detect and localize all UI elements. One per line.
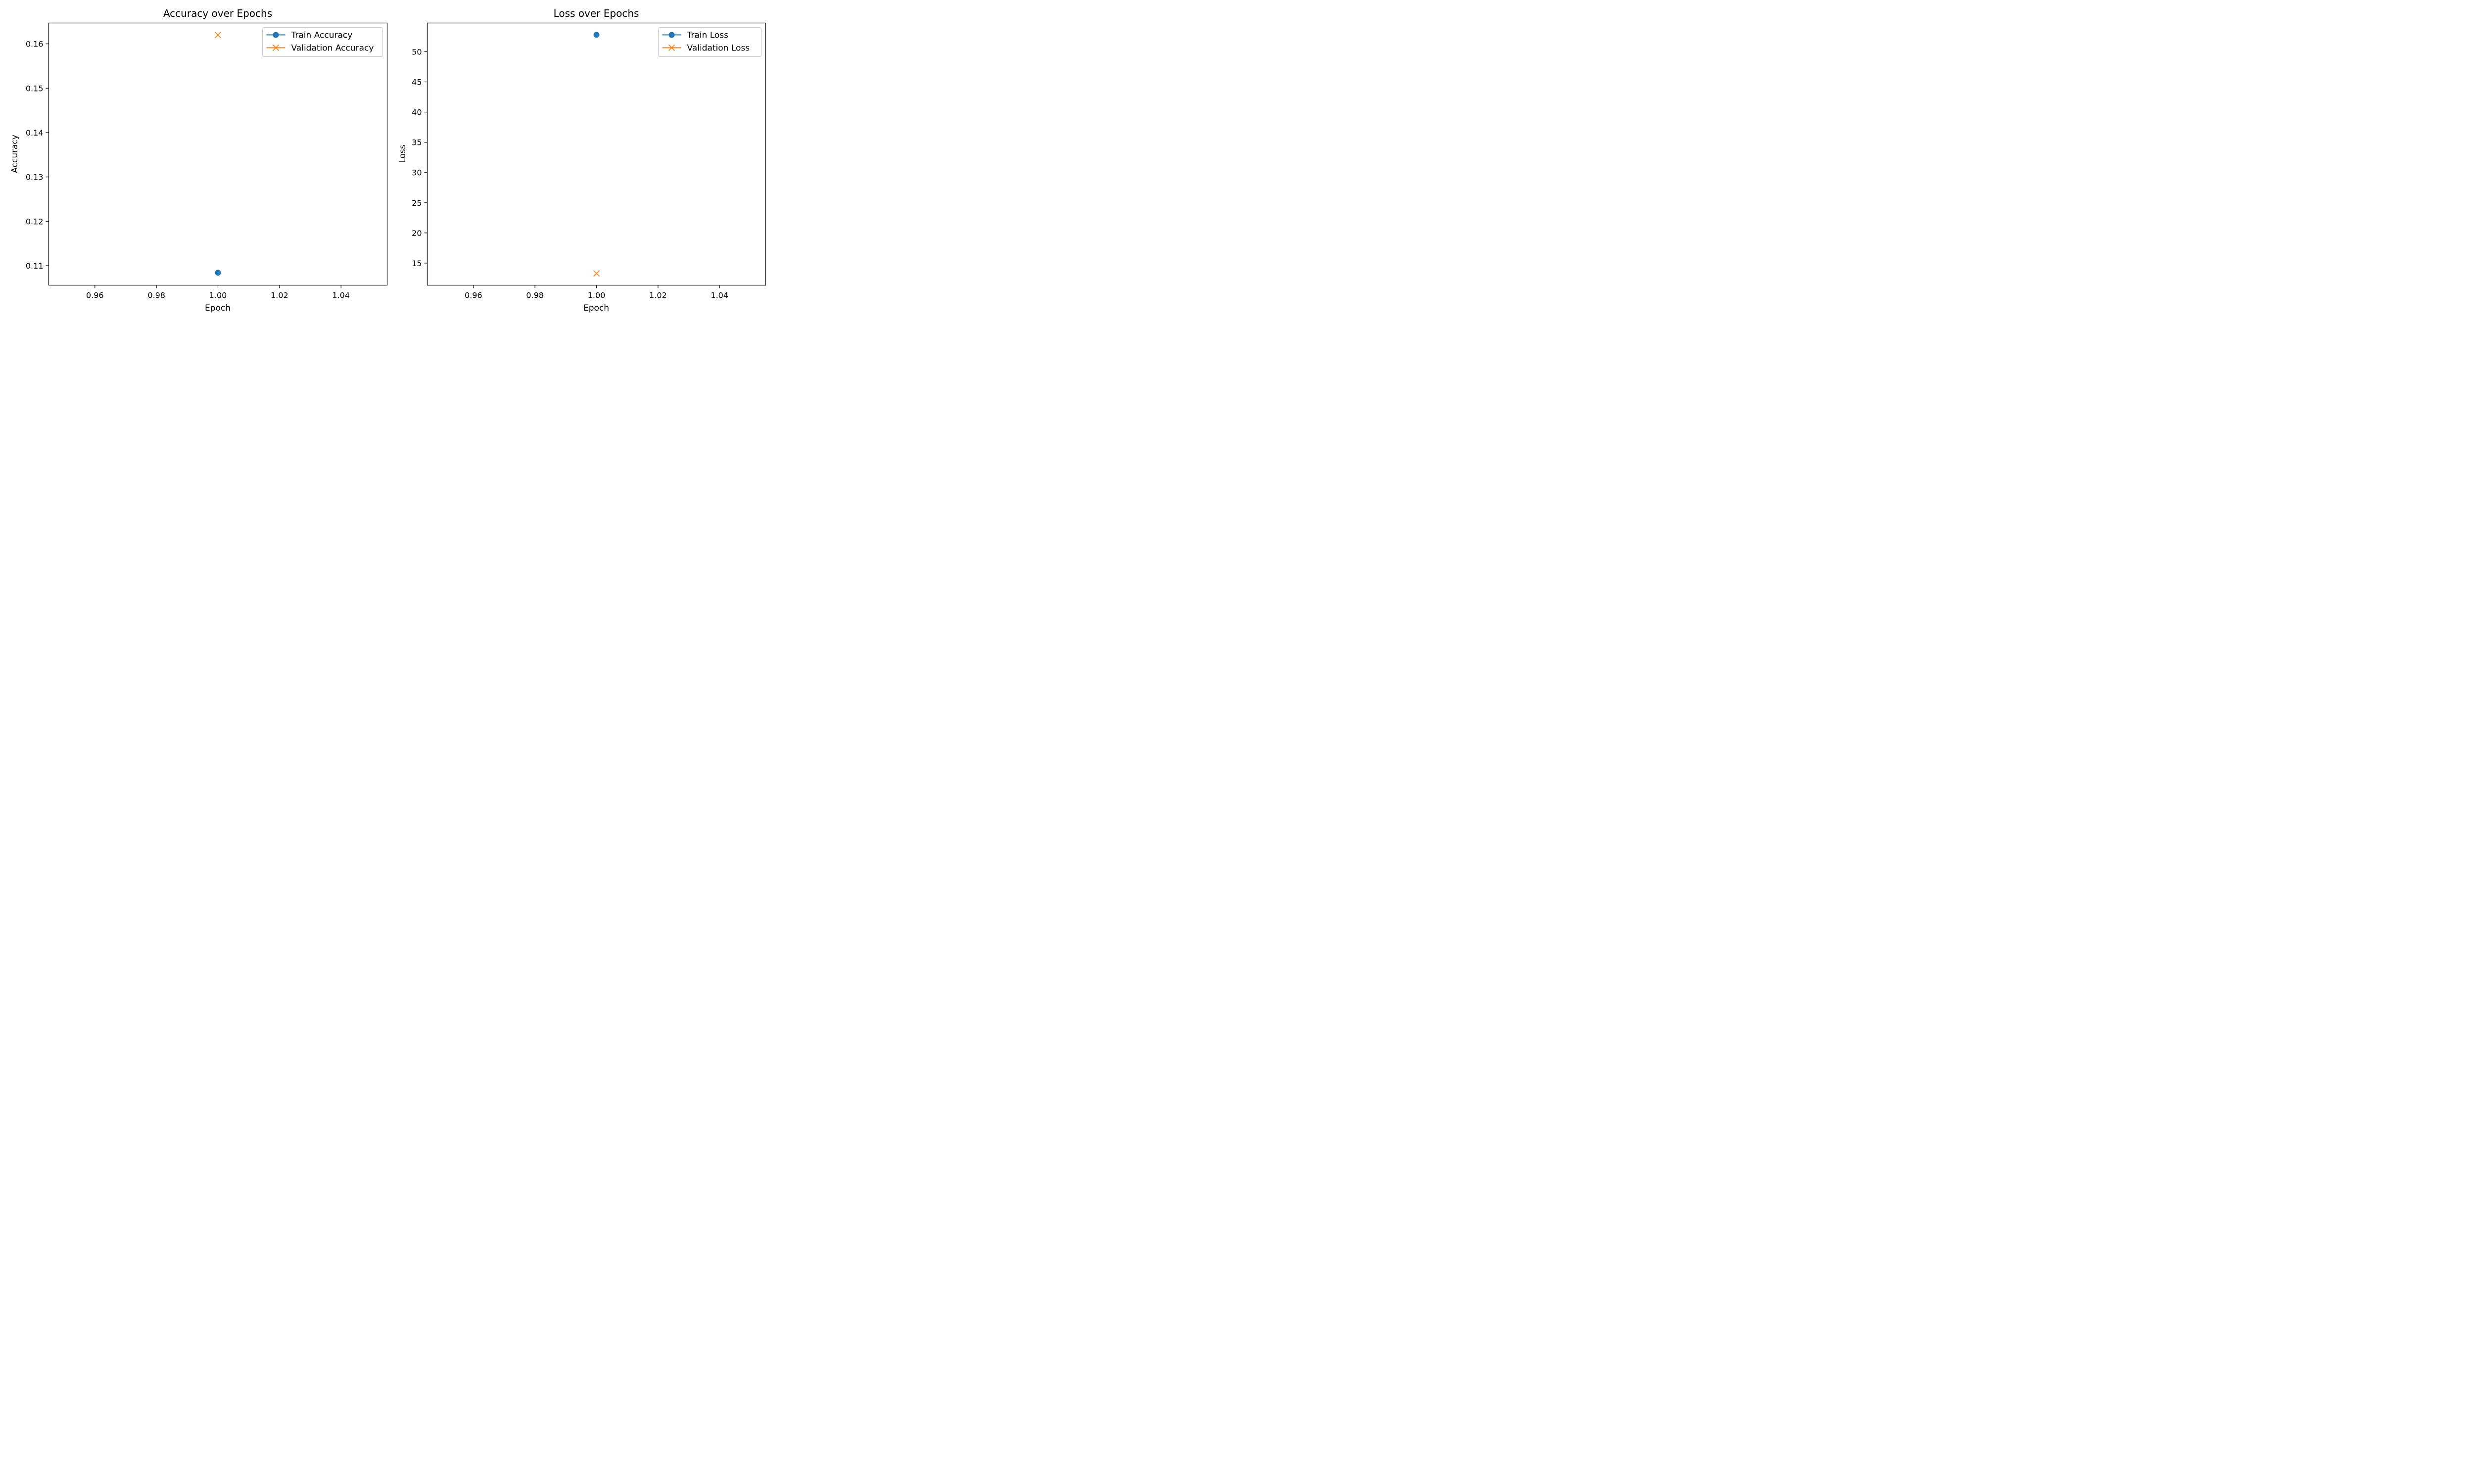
accuracy-x-axis-label: Epoch [205,303,231,313]
loss-x-tick-label: 0.96 [465,291,482,300]
loss-x-tick-label: 1.02 [649,291,667,300]
accuracy-chart: Accuracy over Epochs Epoch Accuracy 0.96… [10,7,388,313]
loss-y-tick-label: 45 [412,78,422,87]
loss-chart-title: Loss over Epochs [554,7,639,19]
accuracy-chart-title: Accuracy over Epochs [163,7,272,19]
loss-plot-frame [427,22,766,286]
loss-legend-label: Train Loss [687,31,729,41]
loss-y-axis-label: Loss [398,144,408,163]
accuracy-x-tick-label: 1.02 [271,291,288,300]
loss-y-tick-label: 15 [412,259,422,268]
accuracy-y-tick-label: 0.12 [26,217,44,226]
loss-legend-label: Validation Loss [687,44,750,53]
loss-legend-marker [668,44,675,51]
accuracy-legend-marker [272,44,280,51]
accuracy-x-tick-label: 0.98 [147,291,165,300]
accuracy-train-point [215,270,221,276]
loss-train-point [593,32,600,38]
loss-legend-box [658,27,761,57]
loss-y-tick-label: 35 [412,138,422,147]
loss-legend: Train Loss Validation Loss [658,27,761,57]
loss-y-tick-label: 50 [412,47,422,57]
loss-y-tick-label: 20 [412,229,422,238]
loss-x-axis-label: Epoch [583,303,609,313]
accuracy-y-axis-label: Accuracy [10,135,20,173]
loss-marks: 0.96 0.98 1.00 1.02 1.04 15 20 25 30 35 40 45 50 [412,32,728,300]
accuracy-y-tick-label: 0.16 [26,40,44,49]
accuracy-legend-marker [273,32,279,38]
accuracy-legend-label: Train Accuracy [291,31,353,41]
accuracy-plot-frame [48,22,388,286]
loss-legend-marker [668,32,675,38]
accuracy-x-tick-label: 1.04 [332,291,350,300]
accuracy-legend: Train Accuracy Validation Accuracy [262,27,383,57]
loss-y-tick-label: 30 [412,168,422,178]
loss-chart: Loss over Epochs Epoch Loss 0.96 0.98 1.00… [398,7,766,313]
loss-x-tick-label: 1.00 [588,291,606,300]
accuracy-y-tick-label: 0.11 [26,261,44,271]
accuracy-x-tick-label: 1.00 [209,291,227,300]
figure: Accuracy over Epochs Epoch Accuracy 0.96… [0,0,776,323]
figure-background [0,0,776,323]
loss-y-tick-label: 25 [412,198,422,208]
accuracy-legend-box [262,27,383,57]
loss-validation-point [593,270,600,277]
accuracy-y-tick-label: 0.13 [26,173,44,182]
accuracy-y-tick-label: 0.15 [26,84,44,93]
loss-x-tick-label: 0.98 [526,291,544,300]
accuracy-x-tick-label: 0.96 [86,291,104,300]
loss-x-tick-label: 1.04 [711,291,728,300]
accuracy-marks: 0.96 0.98 1.00 1.02 1.04 0.11 0.12 0.13 0.14 0.15… [26,32,350,300]
accuracy-y-tick-label: 0.14 [26,128,44,138]
accuracy-validation-point [214,32,222,39]
accuracy-legend-label: Validation Accuracy [291,44,374,53]
loss-y-tick-label: 40 [412,108,422,117]
